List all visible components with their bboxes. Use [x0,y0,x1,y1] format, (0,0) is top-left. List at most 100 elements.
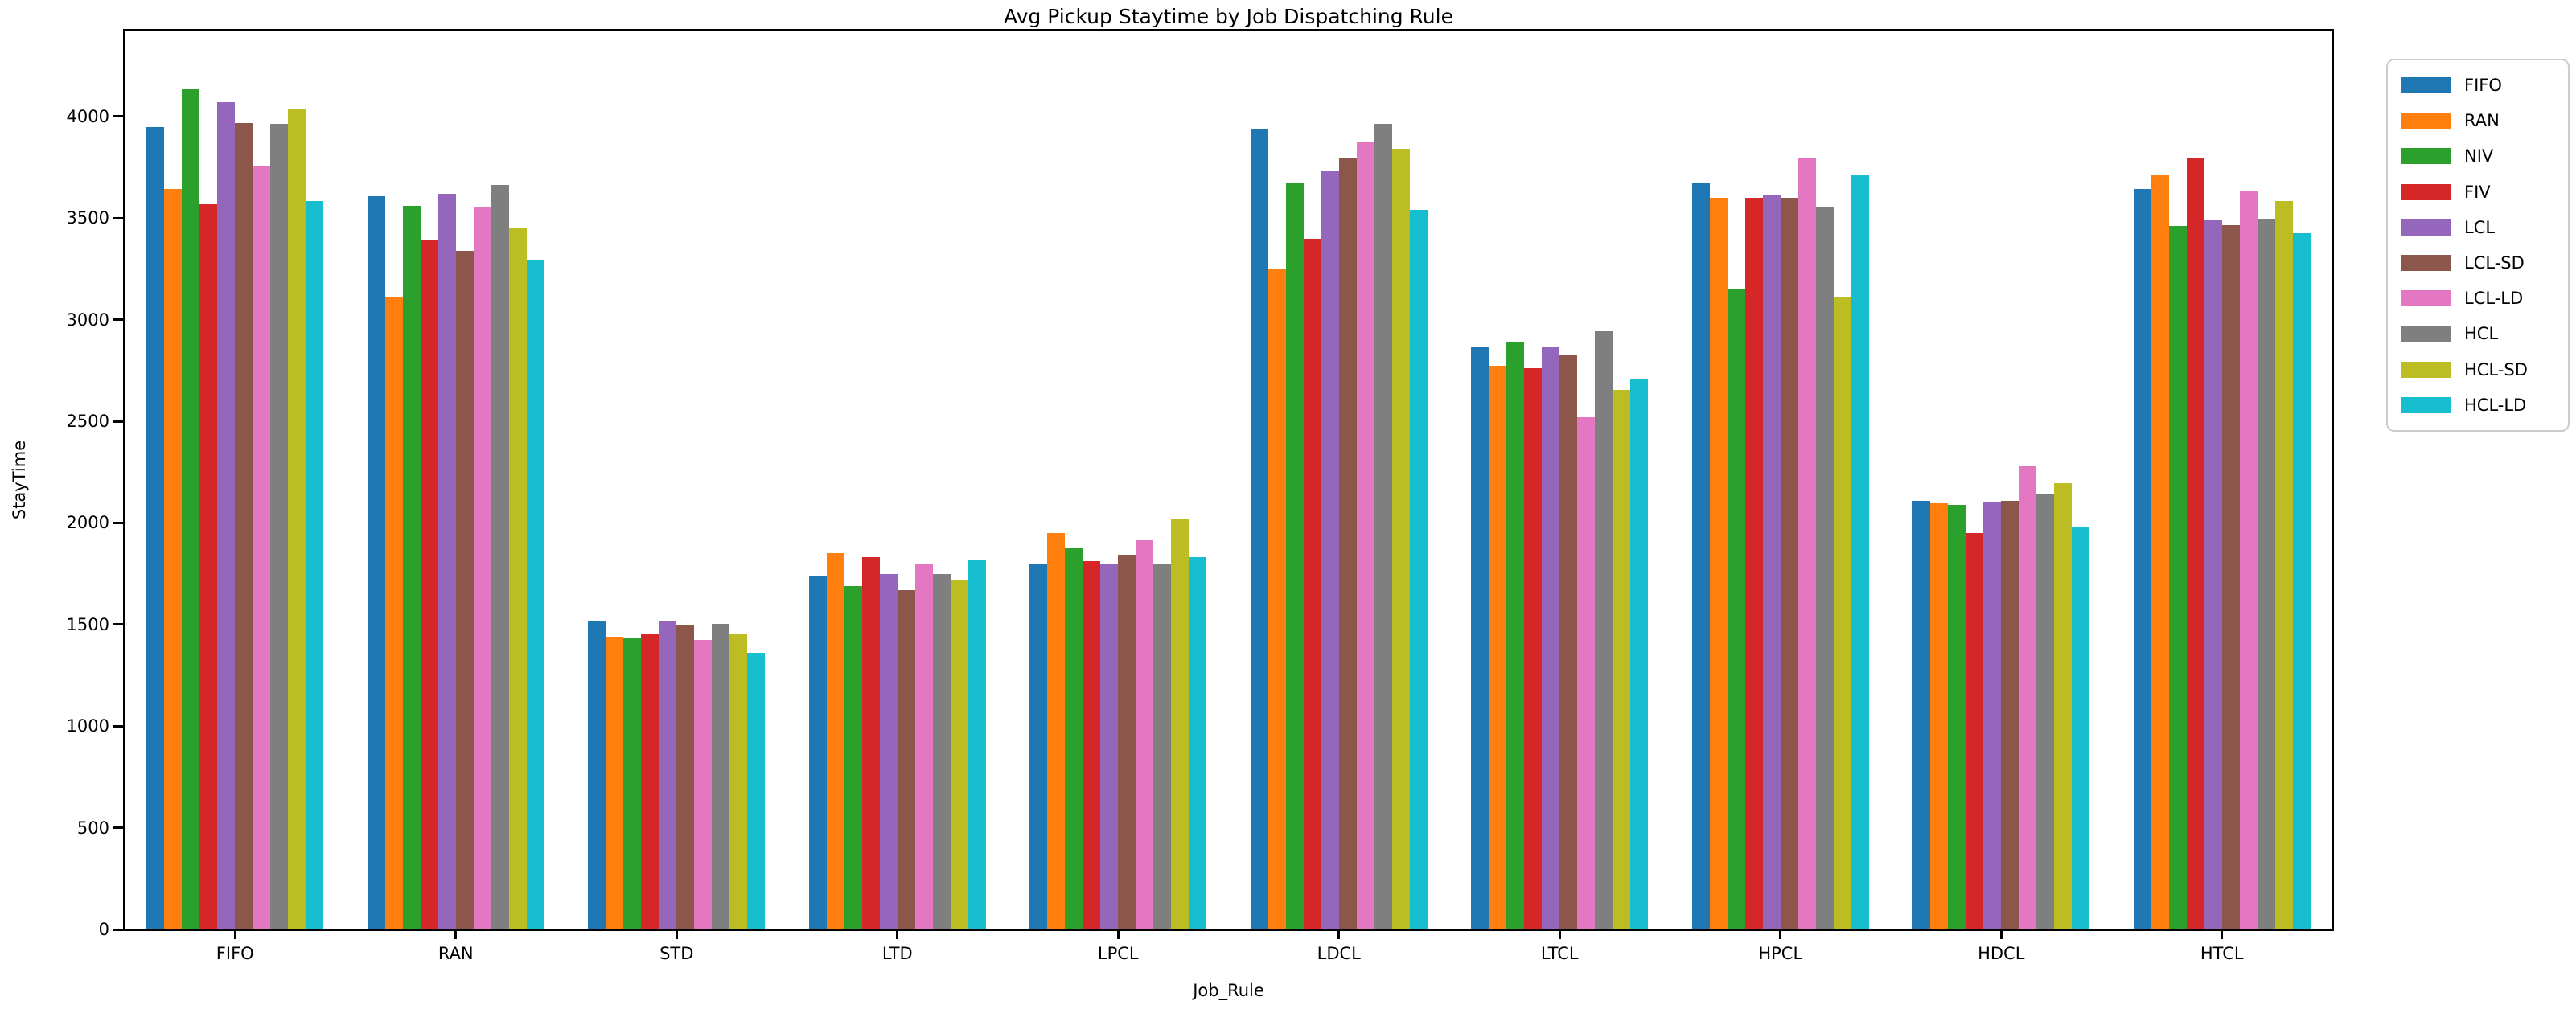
legend-item-lcl-sd: LCL-SD [2388,245,2568,281]
bar-hcl-hdcl [2036,494,2055,929]
bar-lcl-ld-hpcl [1797,158,1816,929]
legend-item-fifo: FIFO [2388,68,2568,103]
x-tick-mark [675,929,678,939]
bar-hcl-ld-fifo [306,200,324,929]
bar-lcl-sd-lpcl [1118,554,1136,929]
bar-fifo-lpcl [1029,564,1048,929]
bar-lcl-ran [438,193,456,929]
bar-lcl-sd-ltd [897,589,915,929]
bar-lcl-ld-htcl [2239,191,2258,929]
bar-hcl-std [712,623,730,929]
bar-lcl-ld-ran [473,207,491,929]
x-tick-label: LDCL [1317,944,1361,963]
x-tick-label: HTCL [2200,944,2244,963]
bar-niv-std [623,638,642,929]
bar-ran-ran [384,297,403,929]
legend-item-hcl-sd: HCL-SD [2388,352,2568,388]
bar-fiv-htcl [2186,158,2204,929]
bar-fiv-hdcl [1966,533,1984,929]
bar-ran-fifo [164,188,183,929]
y-tick-label: 2000 [66,513,109,533]
bar-fifo-ldcl [1250,129,1268,929]
bar-lcl-sd-hdcl [2001,500,2019,929]
legend-label: LCL-SD [2464,253,2525,273]
x-tick-label: LPCL [1097,944,1139,963]
bar-hcl-ld-hpcl [1851,175,1869,929]
bar-hcl-htcl [2257,219,2275,929]
x-tick-mark [896,929,899,939]
bar-ran-ldcl [1267,269,1286,929]
bar-lcl-hpcl [1762,195,1781,929]
bar-lcl-ld-ldcl [1356,141,1374,929]
bar-hcl-ld-htcl [2292,233,2311,929]
plot-area [125,31,2332,929]
x-tick-mark [454,929,458,939]
bar-fifo-ran [367,195,385,929]
y-tick-label: 500 [76,818,109,838]
bar-niv-hpcl [1727,288,1745,929]
bar-lcl-htcl [2204,219,2222,929]
bar-hcl-sd-ran [508,228,527,929]
bar-ran-std [606,637,624,929]
x-tick-mark [1337,929,1341,939]
bar-niv-ltd [844,585,862,929]
bar-lcl-ld-ltcl [1577,417,1596,929]
bar-fifo-hdcl [1912,500,1931,929]
bar-hcl-ldcl [1374,123,1392,929]
legend-swatch-icon [2401,77,2451,94]
bar-lcl-sd-hpcl [1780,198,1798,929]
bar-niv-ran [402,206,421,929]
bar-lcl-hdcl [1983,502,2002,929]
bar-lcl-ltcl [1542,347,1560,929]
y-tick-mark [113,521,125,524]
bar-lcl-sd-ran [455,250,474,929]
x-tick-label: HDCL [1978,944,2025,963]
legend-label: NIV [2464,146,2494,166]
y-tick-label: 0 [98,920,109,939]
legend-label: LCL-LD [2464,289,2524,309]
bar-fifo-htcl [2133,188,2151,929]
legend-label: LCL [2464,217,2496,237]
bar-lcl-ld-fifo [253,165,271,929]
legend-label: HCL-LD [2464,395,2527,415]
legend-swatch-icon [2401,255,2451,272]
x-tick-mark [2221,929,2224,939]
legend-label: FIV [2464,182,2491,202]
bar-niv-htcl [2168,226,2187,929]
legend-swatch-icon [2401,183,2451,200]
bar-fifo-hpcl [1691,183,1710,929]
bar-fifo-std [588,621,606,929]
bar-hcl-ld-hdcl [2072,527,2090,929]
y-tick-label: 1000 [66,716,109,736]
bar-lcl-ld-lpcl [1136,539,1154,929]
x-tick-mark [1999,929,2003,939]
x-axis-label: Job_Rule [1193,981,1264,1000]
chart-title: Avg Pickup Staytime by Job Dispatching R… [1004,5,1453,28]
legend-item-lcl-ld: LCL-LD [2388,281,2568,316]
legend-label: FIFO [2464,76,2502,96]
x-tick-label: LTCL [1540,944,1579,963]
bar-hcl-ld-ltcl [1630,378,1649,929]
bar-lcl-ld-ltd [914,564,933,929]
legend-label: HCL [2464,324,2499,344]
bar-lcl-fifo [217,102,236,929]
bar-hcl-ltcl [1595,330,1613,929]
bar-lcl-sd-ldcl [1338,158,1357,929]
bar-lcl-ld-std [694,639,713,929]
legend-item-fiv: FIV [2388,174,2568,210]
bar-hcl-ran [491,184,509,929]
bar-niv-ltcl [1506,342,1525,929]
bar-niv-fifo [182,88,200,929]
bar-hcl-ld-lpcl [1189,557,1207,929]
bar-hcl-ld-ldcl [1409,210,1428,929]
y-tick-mark [113,826,125,830]
bar-lcl-sd-ltcl [1559,355,1578,929]
y-axis-label: StayTime [10,440,29,520]
bar-niv-hdcl [1948,504,1966,929]
x-tick-label: HPCL [1758,944,1803,963]
y-tick-label: 3500 [66,208,109,228]
x-tick-mark [233,929,236,939]
y-tick-mark [113,724,125,728]
bar-hcl-sd-ltd [950,580,968,929]
bar-hcl-sd-htcl [2274,200,2293,929]
